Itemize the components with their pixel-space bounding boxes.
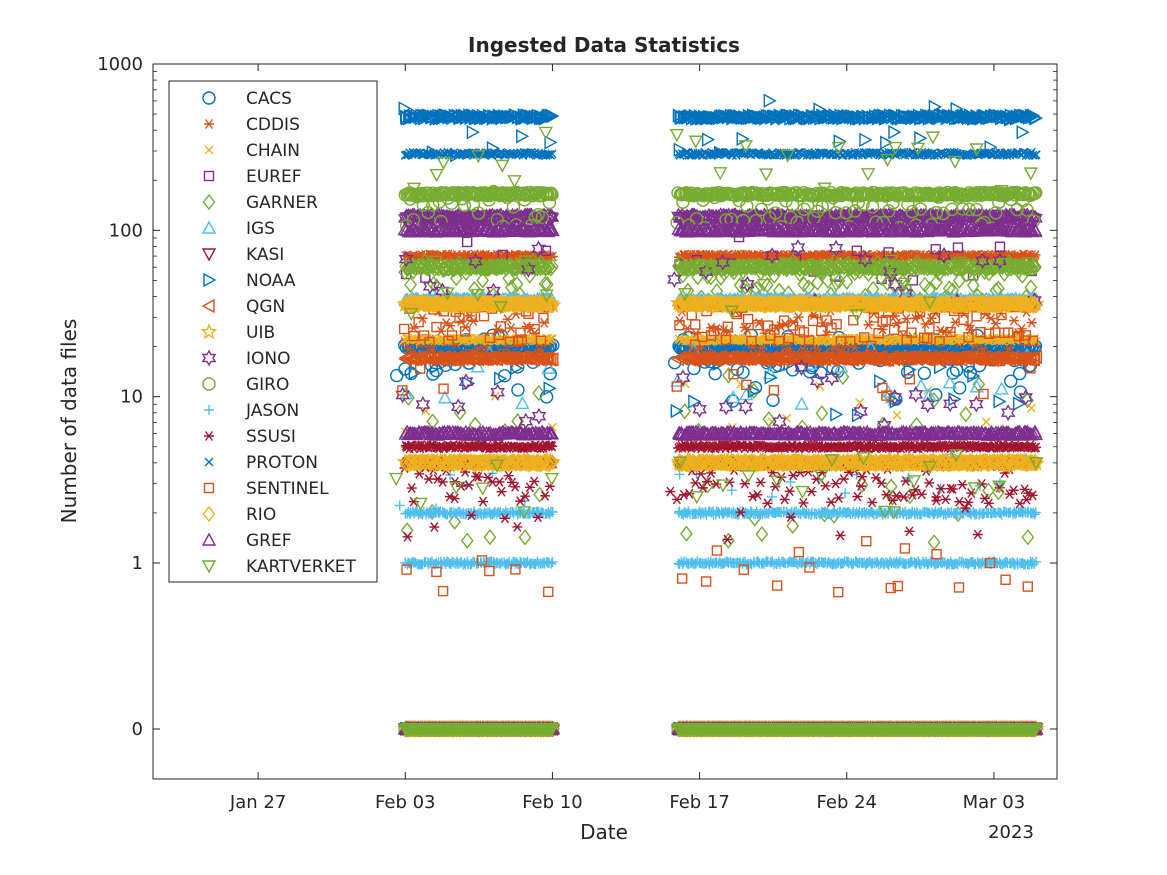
marker-cacs — [511, 383, 525, 397]
marker-cacs — [426, 367, 440, 381]
marker-cacs — [1012, 366, 1027, 381]
data-markers — [389, 93, 1045, 738]
marker-cacs — [946, 366, 960, 380]
marker-cacs — [708, 366, 722, 381]
marker-cacs — [736, 365, 750, 380]
marker-cacs — [814, 366, 828, 380]
marker-cacs — [390, 368, 404, 383]
marker-cacs — [497, 369, 512, 383]
marker-cacs — [1004, 374, 1018, 388]
marker-cacs — [963, 365, 977, 380]
marker-cacs — [917, 366, 932, 380]
